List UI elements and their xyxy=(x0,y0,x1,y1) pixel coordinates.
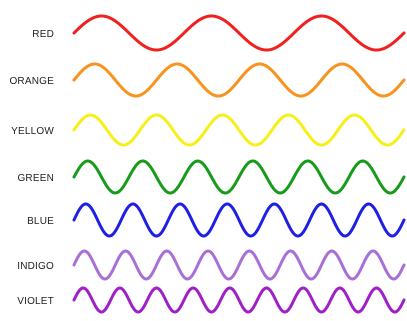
wave-label-violet: VIOLET xyxy=(17,296,54,307)
wave-row-violet: VIOLET xyxy=(17,286,406,314)
wave-yellow xyxy=(72,113,406,147)
wave-label-blue: BLUE xyxy=(27,216,54,227)
wave-row-red: RED xyxy=(32,14,406,52)
wave-green xyxy=(72,159,406,195)
wave-label-red: RED xyxy=(32,29,54,40)
wave-red xyxy=(72,14,406,52)
wave-indigo xyxy=(72,249,406,281)
wave-label-yellow: YELLOW xyxy=(11,126,54,137)
wave-label-orange: ORANGE xyxy=(9,76,54,87)
wave-row-yellow: YELLOW xyxy=(11,113,406,147)
wave-row-green: GREEN xyxy=(17,159,406,195)
wave-row-orange: ORANGE xyxy=(9,62,406,98)
wave-orange xyxy=(72,62,406,98)
wave-row-blue: BLUE xyxy=(27,202,406,238)
wave-label-green: GREEN xyxy=(17,173,54,184)
wave-row-indigo: INDIGO xyxy=(17,249,406,281)
wave-violet xyxy=(72,286,406,314)
wave-blue xyxy=(72,202,406,238)
wave-label-indigo: INDIGO xyxy=(17,261,54,272)
